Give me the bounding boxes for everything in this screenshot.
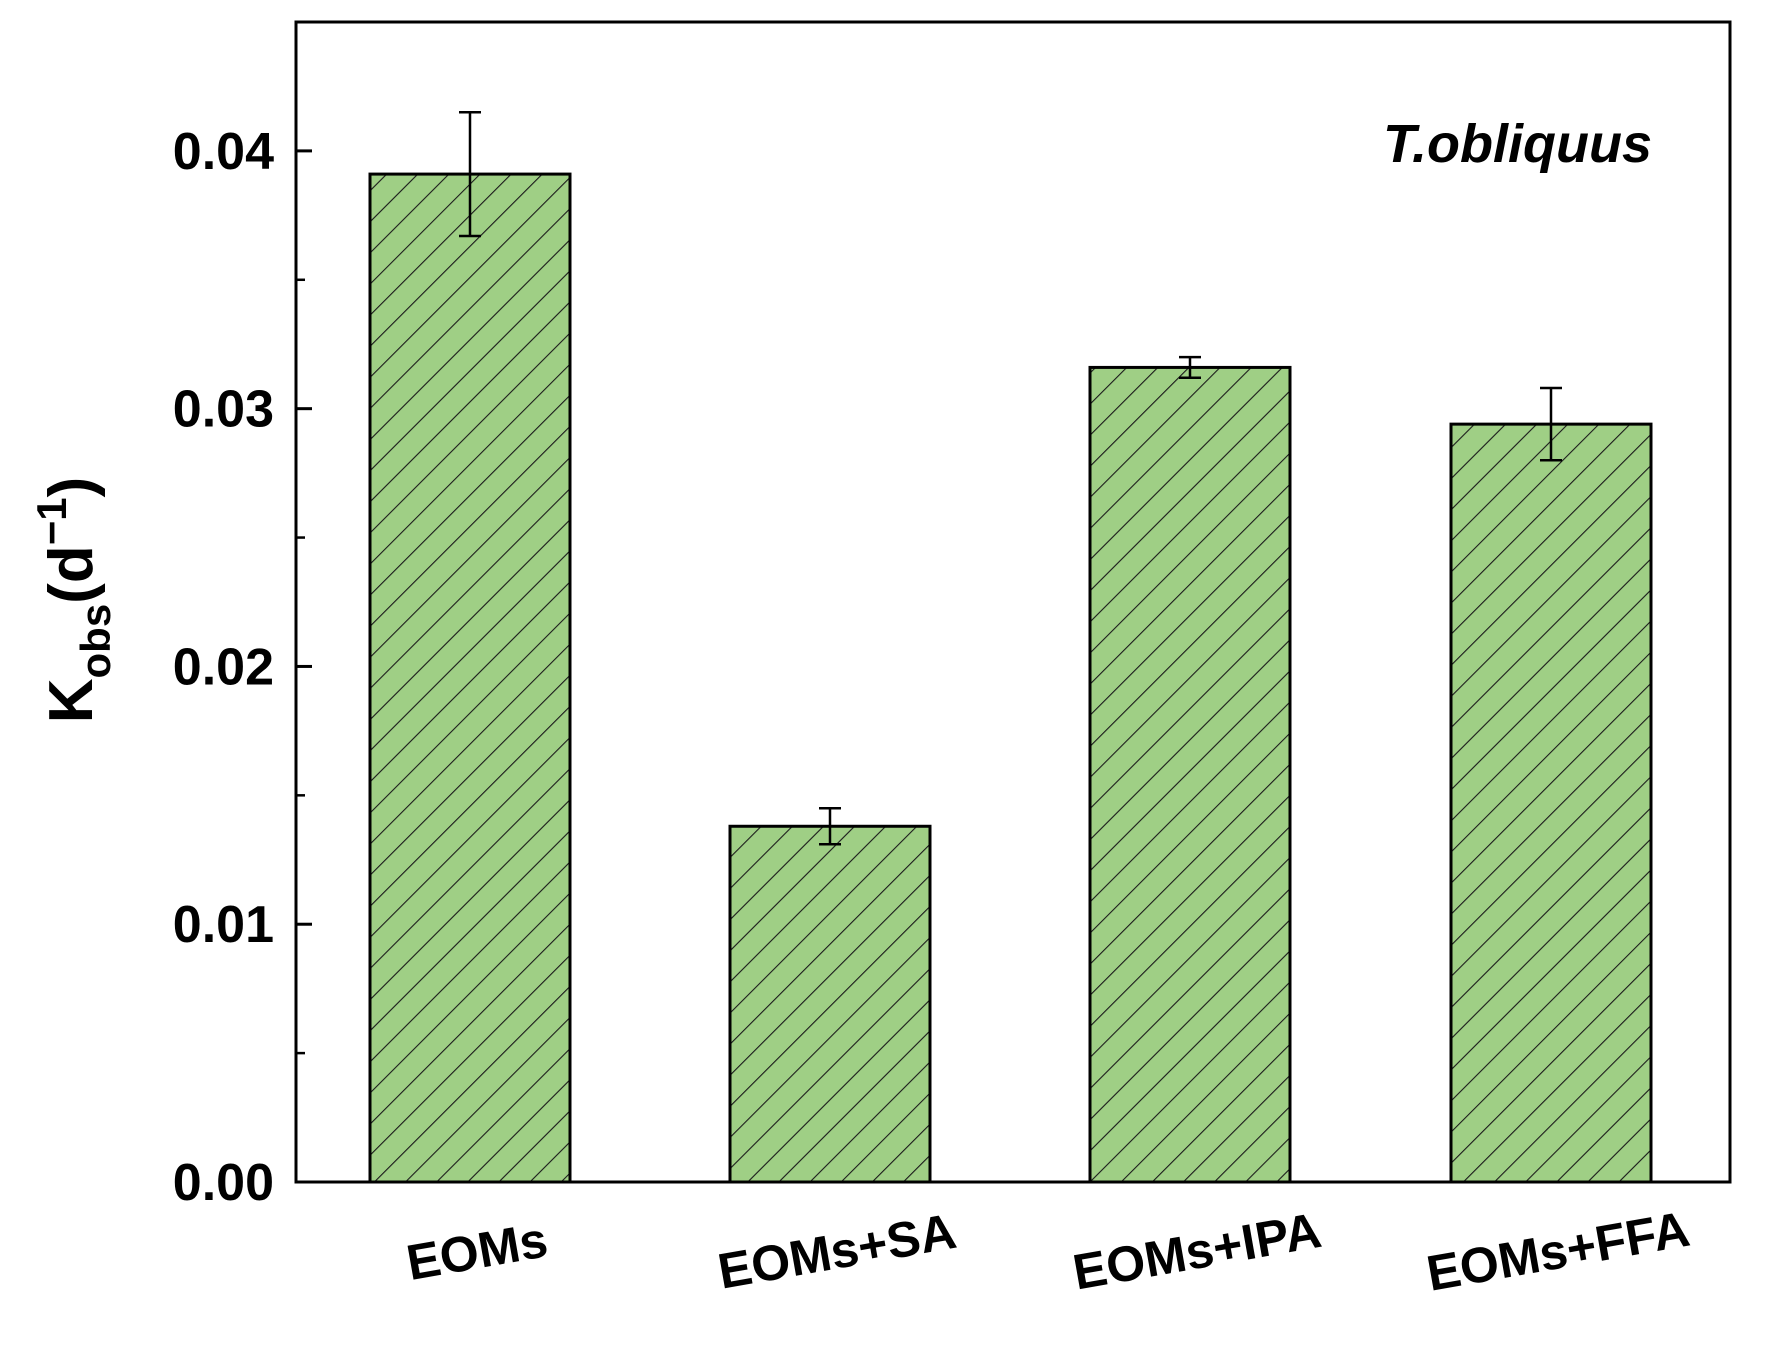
error-bar: [1540, 386, 1562, 462]
y-tick-label: 0.02: [173, 638, 274, 696]
bar-eoms-ffa: [1449, 422, 1653, 1184]
bar-eoms-sa: [728, 824, 932, 1184]
bar-eoms-ipa: [1088, 365, 1292, 1184]
plot-frame: [294, 20, 1732, 1184]
y-tick-label: 0.04: [173, 123, 274, 181]
error-bars-layer: [459, 110, 1562, 846]
y-axis-label-unit-close: ): [37, 477, 106, 498]
y-tick-label: 0.01: [173, 896, 274, 954]
y-axis-label: Kobs(d−1): [28, 477, 119, 724]
species-annotation: T.obliquus: [1383, 114, 1652, 174]
y-ticks-layer: 0.00 0.01 0.02 0.03 0.04: [173, 123, 312, 1212]
y-axis-label-unit-exponent: −1: [28, 497, 75, 545]
bars-layer: [368, 172, 1653, 1184]
y-axis-label-main: K: [37, 678, 106, 723]
x-tick-label: EOMs+FFA: [1423, 1201, 1694, 1302]
y-axis-label-unit-open: (d: [37, 545, 106, 604]
bar-eoms: [368, 172, 572, 1184]
error-bar: [1179, 355, 1201, 379]
x-tick-labels-layer: EOMs EOMs+SA EOMs+IPA EOMs+FFA: [402, 1201, 1693, 1302]
x-tick-label: EOMs: [402, 1211, 551, 1291]
y-tick-label: 0.03: [173, 381, 274, 439]
y-tick-label: 0.00: [173, 1154, 274, 1212]
y-axis-label-subscript: obs: [72, 604, 119, 679]
x-tick-label: EOMs+IPA: [1069, 1202, 1325, 1301]
x-tick-label: EOMs+SA: [714, 1203, 960, 1300]
error-bar: [819, 806, 841, 846]
error-bar: [459, 110, 481, 238]
